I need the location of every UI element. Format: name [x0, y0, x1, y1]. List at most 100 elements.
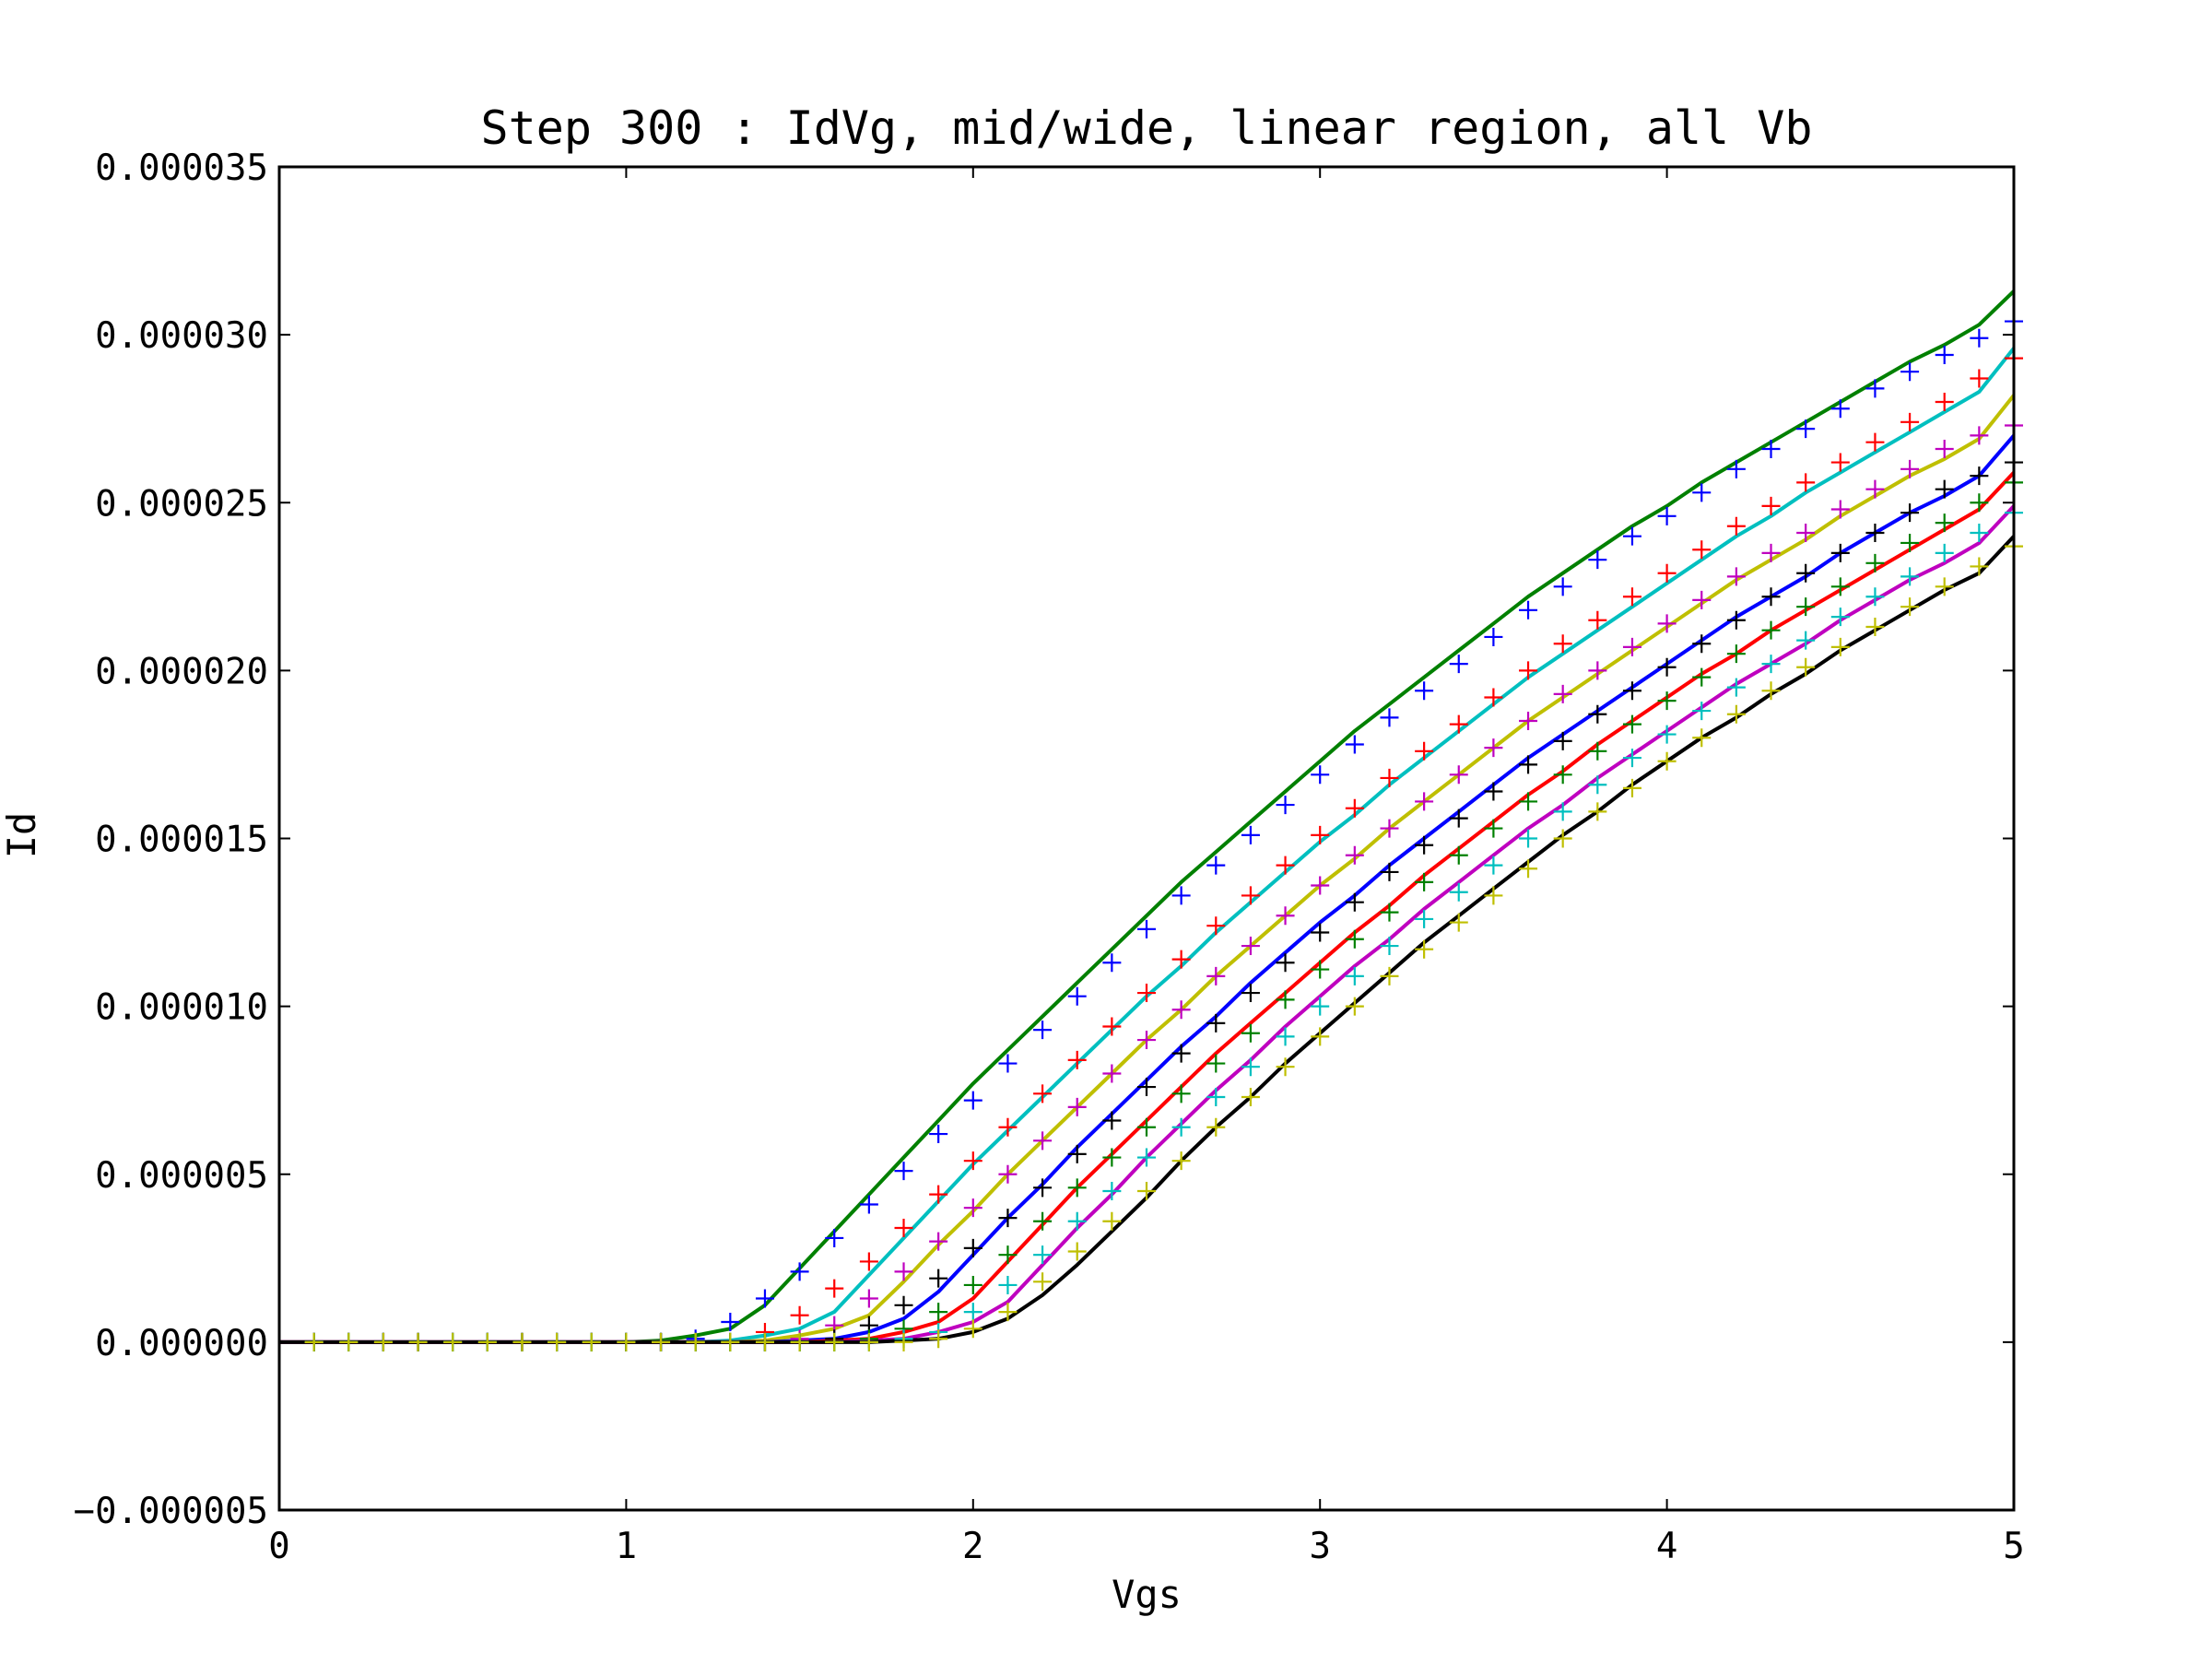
data-point-marker: [790, 1262, 809, 1281]
data-point-marker: [1830, 453, 1850, 472]
x-tick-label: 3: [1309, 1526, 1330, 1567]
data-point-marker: [1171, 1000, 1191, 1020]
data-point-marker: [963, 1151, 982, 1171]
data-point-marker: [1796, 473, 1816, 492]
data-point-marker: [894, 1295, 913, 1315]
data-point-marker: [1276, 990, 1295, 1009]
data-point-marker: [1692, 590, 1712, 609]
y-tick-label: 0.000000: [95, 1323, 268, 1364]
data-point-marker: [1033, 1245, 1053, 1265]
x-axis-label: Vgs: [1112, 1572, 1182, 1617]
data-point-marker: [1449, 655, 1468, 674]
data-point-marker: [1761, 439, 1781, 458]
data-point-marker: [894, 1332, 913, 1351]
data-point-marker: [894, 1262, 913, 1281]
data-point-marker: [1033, 1131, 1053, 1151]
data-point-marker: [1171, 1084, 1191, 1103]
data-point-marker: [686, 1332, 705, 1351]
data-point-marker: [1970, 493, 1989, 513]
data-point-marker: [512, 1332, 532, 1351]
data-point-marker: [1137, 919, 1156, 938]
data-point-marker: [1171, 1117, 1191, 1137]
data-point-marker: [1206, 1013, 1226, 1033]
data-point-marker: [1067, 1211, 1087, 1231]
data-point-marker: [1657, 614, 1677, 633]
data-point-marker: [1311, 960, 1330, 979]
data-point-marker: [1588, 704, 1607, 724]
data-point-marker: [1553, 731, 1572, 750]
data-point-marker: [1415, 741, 1434, 761]
data-point-marker: [1588, 610, 1607, 630]
data-point-marker: [1206, 1117, 1226, 1137]
data-point-marker: [1553, 765, 1572, 785]
data-point-marker: [963, 1275, 982, 1294]
data-point-marker: [1519, 755, 1538, 774]
data-point-marker: [1588, 775, 1607, 795]
data-point-marker: [339, 1332, 359, 1351]
data-point-marker: [1415, 909, 1434, 928]
data-point-marker: [1692, 702, 1712, 721]
data-point-marker: [1657, 506, 1677, 525]
data-point-marker: [1102, 953, 1122, 973]
data-point-marker: [1171, 950, 1191, 969]
data-point-marker: [1657, 563, 1677, 583]
data-point-marker: [1726, 678, 1746, 697]
data-point-marker: [1657, 725, 1677, 744]
data-point-marker: [825, 1332, 844, 1351]
data-point-marker: [617, 1332, 636, 1351]
data-point-marker: [1345, 798, 1364, 818]
data-point-marker: [1102, 1148, 1122, 1167]
data-point-marker: [1137, 1148, 1156, 1167]
data-point-marker: [1345, 997, 1364, 1016]
data-point-marker: [1865, 524, 1885, 543]
data-point-marker: [1761, 620, 1781, 640]
data-point-marker: [1276, 953, 1295, 973]
y-tick-label: 0.000030: [95, 315, 268, 357]
data-point-marker: [1345, 845, 1364, 865]
data-point-marker: [1970, 466, 1989, 486]
data-point-marker: [1067, 986, 1087, 1006]
data-point-marker: [1449, 765, 1468, 785]
series-markers-13: [304, 537, 2023, 1351]
data-point-marker: [1345, 929, 1364, 949]
data-point-marker: [1484, 856, 1503, 875]
data-point-marker: [1033, 1021, 1053, 1040]
x-tick-label: 4: [1656, 1526, 1677, 1567]
data-point-marker: [1657, 751, 1677, 771]
data-point-marker: [1449, 882, 1468, 902]
data-point-marker: [1033, 1084, 1053, 1103]
data-point-marker: [1553, 577, 1572, 596]
data-point-marker: [1311, 997, 1330, 1016]
data-point-marker: [721, 1313, 740, 1332]
data-point-marker: [443, 1332, 463, 1351]
data-point-marker: [1553, 802, 1572, 821]
data-point-marker: [582, 1332, 601, 1351]
data-point-marker: [1970, 328, 1989, 348]
data-point-marker: [1865, 587, 1885, 607]
data-point-marker: [1900, 412, 1920, 431]
data-point-marker: [1276, 856, 1295, 875]
data-point-marker: [1311, 1027, 1330, 1046]
data-point-marker: [1241, 886, 1260, 905]
data-point-marker: [790, 1305, 809, 1325]
data-point-marker: [1484, 782, 1503, 801]
data-point-marker: [1935, 392, 1954, 411]
data-point-marker: [998, 1209, 1018, 1228]
data-point-marker: [1726, 704, 1746, 724]
data-point-marker: [1622, 526, 1641, 546]
data-point-marker: [1067, 1050, 1087, 1069]
data-point-marker: [1484, 627, 1503, 646]
data-point-marker: [1726, 459, 1746, 478]
data-point-marker: [1796, 597, 1816, 617]
data-point-marker: [859, 1195, 878, 1214]
data-point-marker: [1519, 829, 1538, 848]
data-point-marker: [1311, 825, 1330, 844]
data-point-marker: [1588, 661, 1607, 680]
data-point-marker: [477, 1332, 497, 1351]
data-point-marker: [963, 1319, 982, 1339]
data-point-marker: [1657, 657, 1677, 677]
data-point-marker: [963, 1198, 982, 1218]
data-point-marker: [1137, 1078, 1156, 1097]
data-point-marker: [1449, 714, 1468, 734]
